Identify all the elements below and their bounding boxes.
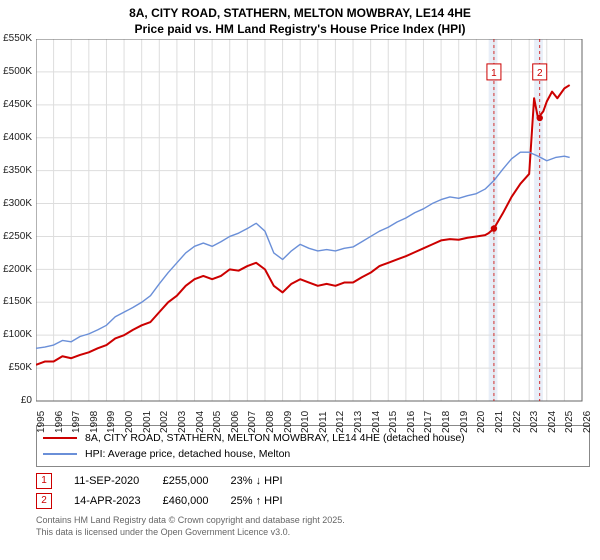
x-tick-label: 2026 [582, 405, 593, 433]
x-tick-label: 2004 [195, 405, 206, 433]
y-tick-label: £300K [0, 198, 32, 209]
title-line-2: Price paid vs. HM Land Registry's House … [4, 22, 596, 38]
x-tick-label: 2017 [423, 405, 434, 433]
x-tick-label: 2020 [476, 405, 487, 433]
svg-text:2: 2 [537, 68, 543, 79]
y-tick-label: £250K [0, 231, 32, 242]
x-tick-label: 2021 [494, 405, 505, 433]
x-tick-label: 2024 [547, 405, 558, 433]
x-tick-label: 2009 [283, 405, 294, 433]
y-tick-label: £0 [0, 395, 32, 406]
x-tick-label: 2006 [230, 405, 241, 433]
legend: 8A, CITY ROAD, STATHERN, MELTON MOWBRAY,… [36, 425, 590, 467]
x-tick-label: 2018 [441, 405, 452, 433]
footer-line-1: Contains HM Land Registry data © Crown c… [36, 515, 600, 527]
x-tick-label: 2023 [529, 405, 540, 433]
event-table: 111-SEP-2020£255,00023% ↓ HPI214-APR-202… [36, 471, 600, 511]
event-price: £255,000 [163, 471, 231, 491]
x-tick-label: 1995 [36, 405, 47, 433]
x-tick-label: 1997 [71, 405, 82, 433]
x-tick-label: 2002 [159, 405, 170, 433]
event-row: 214-APR-2023£460,00025% ↑ HPI [36, 491, 305, 511]
legend-line-blue [43, 453, 77, 455]
x-tick-label: 1999 [106, 405, 117, 433]
footer: Contains HM Land Registry data © Crown c… [36, 515, 600, 538]
event-date: 11-SEP-2020 [74, 471, 163, 491]
y-tick-label: £350K [0, 165, 32, 176]
event-delta: 25% ↑ HPI [231, 491, 305, 511]
x-tick-label: 2019 [459, 405, 470, 433]
event-date: 14-APR-2023 [74, 491, 163, 511]
chart-container: 8A, CITY ROAD, STATHERN, MELTON MOWBRAY,… [0, 0, 600, 560]
x-tick-label: 2013 [353, 405, 364, 433]
event-row: 111-SEP-2020£255,00023% ↓ HPI [36, 471, 305, 491]
chart-svg: 12 [36, 39, 596, 419]
x-tick-label: 2000 [124, 405, 135, 433]
x-tick-label: 2011 [318, 405, 329, 433]
footer-line-2: This data is licensed under the Open Gov… [36, 527, 600, 539]
x-tick-label: 2010 [300, 405, 311, 433]
x-tick-label: 2014 [371, 405, 382, 433]
y-tick-label: £450K [0, 99, 32, 110]
x-tick-label: 2012 [335, 405, 346, 433]
event-delta: 23% ↓ HPI [231, 471, 305, 491]
event-price: £460,000 [163, 491, 231, 511]
legend-label-red: 8A, CITY ROAD, STATHERN, MELTON MOWBRAY,… [85, 432, 465, 444]
legend-line-red [43, 437, 77, 439]
x-tick-label: 2022 [512, 405, 523, 433]
x-tick-label: 2001 [142, 405, 153, 433]
legend-label-blue: HPI: Average price, detached house, Melt… [85, 448, 290, 460]
x-tick-label: 2025 [564, 405, 575, 433]
y-tick-label: £500K [0, 66, 32, 77]
x-tick-label: 1998 [89, 405, 100, 433]
x-tick-label: 2016 [406, 405, 417, 433]
y-tick-label: £400K [0, 132, 32, 143]
y-tick-label: £50K [0, 362, 32, 373]
x-tick-label: 1996 [54, 405, 65, 433]
y-tick-label: £550K [0, 33, 32, 44]
chart-title: 8A, CITY ROAD, STATHERN, MELTON MOWBRAY,… [0, 0, 600, 39]
title-line-1: 8A, CITY ROAD, STATHERN, MELTON MOWBRAY,… [4, 6, 596, 22]
x-tick-label: 2005 [212, 405, 223, 433]
legend-row-blue: HPI: Average price, detached house, Melt… [43, 446, 583, 462]
x-tick-label: 2008 [265, 405, 276, 433]
chart-area: 12 £0£50K£100K£150K£200K£250K£300K£350K£… [36, 39, 596, 419]
y-tick-label: £200K [0, 264, 32, 275]
y-tick-label: £100K [0, 329, 32, 340]
x-tick-label: 2007 [247, 405, 258, 433]
x-tick-label: 2003 [177, 405, 188, 433]
x-tick-label: 2015 [388, 405, 399, 433]
svg-text:1: 1 [491, 68, 497, 79]
y-tick-label: £150K [0, 296, 32, 307]
